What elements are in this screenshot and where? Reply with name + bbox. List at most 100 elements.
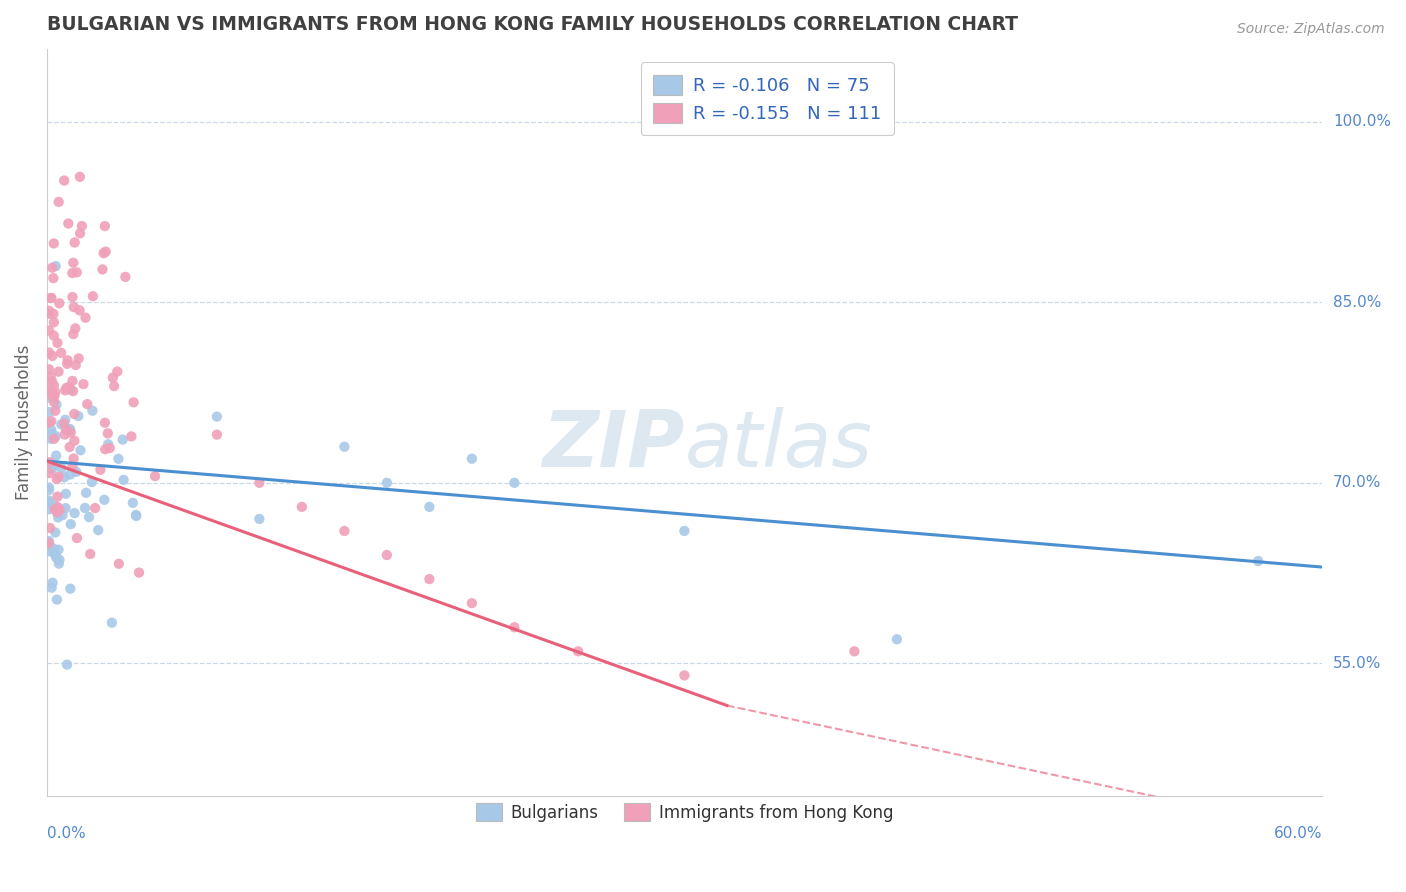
Point [63, 235, 86, 250]
Point [38, 493, 60, 508]
Point [41, 458, 63, 473]
Point [97, 437, 120, 451]
Point [53, 173, 76, 187]
Point [41, 374, 63, 388]
Point [46, 510, 69, 524]
Point [69, 169, 91, 184]
Point [108, 557, 131, 571]
Point [62, 384, 84, 399]
Text: 60.0%: 60.0% [1274, 826, 1322, 841]
Point [38, 324, 60, 338]
Point [112, 473, 135, 487]
Text: 70.0%: 70.0% [1333, 475, 1381, 491]
Point [41, 462, 63, 476]
Point [247, 475, 270, 490]
Point [53, 470, 76, 484]
Point [125, 508, 148, 523]
Point [59, 440, 82, 454]
Point [42, 307, 65, 321]
Point [69, 443, 91, 458]
Point [39, 459, 62, 474]
Point [45, 259, 67, 273]
Point [107, 451, 129, 466]
Point [53, 384, 76, 398]
Text: Source: ZipAtlas.com: Source: ZipAtlas.com [1237, 22, 1385, 37]
Point [42, 432, 65, 446]
Point [46, 335, 69, 350]
Point [45, 505, 67, 519]
Point [65, 465, 87, 479]
Point [333, 440, 356, 454]
Point [844, 644, 866, 658]
Point [38, 502, 60, 516]
Point [205, 427, 228, 442]
Point [94, 416, 117, 430]
Point [41, 575, 63, 590]
Point [45, 397, 67, 411]
Point [42, 236, 65, 251]
Point [53, 427, 76, 442]
Point [38, 483, 60, 497]
Point [55, 487, 77, 501]
Text: 100.0%: 100.0% [1333, 114, 1391, 129]
Point [75, 310, 97, 325]
Point [82, 289, 104, 303]
Point [143, 469, 166, 483]
Point [39, 369, 62, 384]
Point [38, 362, 60, 376]
Point [93, 246, 115, 260]
Point [291, 500, 314, 514]
Point [461, 451, 484, 466]
Point [105, 365, 128, 379]
Point [62, 374, 84, 388]
Point [94, 442, 117, 457]
Point [84, 501, 107, 516]
Point [69, 303, 91, 318]
Point [48, 553, 70, 567]
Point [87, 523, 110, 537]
Point [44, 525, 66, 540]
Text: atlas: atlas [685, 407, 872, 483]
Point [62, 256, 84, 270]
Point [56, 357, 79, 371]
Point [80, 475, 103, 489]
Point [41, 260, 63, 275]
Point [41, 384, 63, 399]
Point [461, 596, 484, 610]
Point [98, 441, 121, 455]
Point [60, 458, 83, 473]
Point [886, 632, 908, 647]
Point [63, 434, 86, 448]
Point [97, 426, 120, 441]
Point [89, 463, 111, 477]
Point [44, 389, 66, 403]
Point [38, 416, 60, 430]
Point [247, 512, 270, 526]
Point [59, 422, 82, 436]
Point [59, 582, 82, 596]
Point [45, 472, 67, 486]
Point [38, 307, 60, 321]
Point [41, 414, 63, 428]
Point [65, 358, 87, 372]
Point [72, 377, 94, 392]
Point [44, 404, 66, 418]
Point [41, 426, 63, 441]
Point [38, 345, 60, 359]
Point [41, 349, 63, 363]
Point [48, 542, 70, 557]
Point [51, 461, 73, 475]
Point [73, 500, 96, 515]
Point [39, 423, 62, 437]
Point [41, 389, 63, 403]
Point [45, 449, 67, 463]
Point [503, 620, 526, 634]
Point [39, 432, 62, 446]
Point [205, 409, 228, 424]
Point [39, 391, 62, 405]
Point [77, 510, 100, 524]
Point [56, 657, 79, 672]
Point [39, 521, 62, 535]
Point [55, 381, 77, 395]
Point [45, 429, 67, 443]
